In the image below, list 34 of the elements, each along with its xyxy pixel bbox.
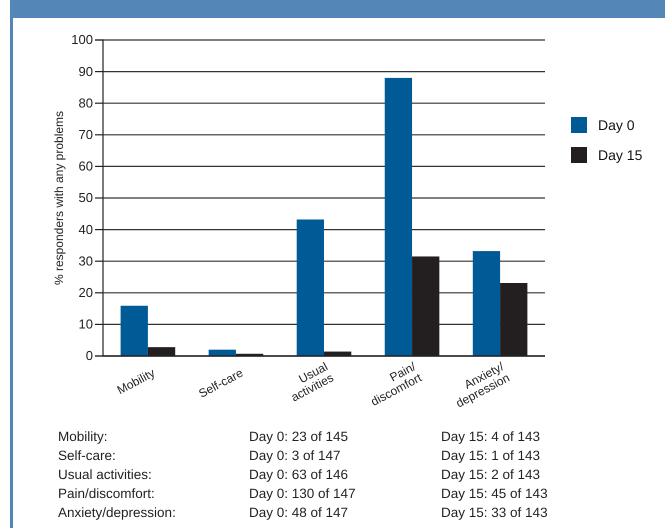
bar <box>472 251 500 356</box>
bar <box>296 219 324 356</box>
text: Day 15: 33 of 143 <box>441 505 548 520</box>
bar <box>120 306 148 356</box>
text: Day 15: 1 of 143 <box>441 448 540 463</box>
y-tick-label: 30 <box>78 253 93 268</box>
text: Pain/discomfort: <box>58 486 155 501</box>
bar <box>384 78 412 356</box>
y-tick-label: 10 <box>78 316 93 332</box>
y-axis-title: % responders with any problems <box>52 110 66 286</box>
text: Usual activities: <box>58 467 152 482</box>
y-tick-label: 0 <box>86 348 93 364</box>
y-tick-label: 40 <box>78 222 93 237</box>
y-tick-label: 60 <box>78 158 93 174</box>
text: Day 0: 48 of 147 <box>249 505 348 520</box>
y-tick-label: 90 <box>78 64 93 79</box>
text: Day 15: 4 of 143 <box>441 429 540 444</box>
text: Self-care: <box>58 448 116 463</box>
text: Day 15: 2 of 143 <box>441 467 540 482</box>
y-tick-label: 50 <box>78 190 93 206</box>
legend-label: Day 0 <box>598 117 635 133</box>
y-tick-label: 80 <box>78 95 93 110</box>
text: Day 0: 63 of 146 <box>249 467 348 482</box>
bar <box>208 350 236 356</box>
legend-label: Day 15 <box>598 147 643 163</box>
text: Day 15: 45 of 143 <box>441 486 548 501</box>
text: Day 0: 130 of 147 <box>249 486 356 501</box>
text: Day 0: 3 of 147 <box>249 448 341 463</box>
y-tick-label: 70 <box>78 126 93 142</box>
y-tick-label: 100 <box>71 32 93 48</box>
text: Day 0: 23 of 145 <box>249 429 348 444</box>
text: Anxiety/depression: <box>58 505 176 520</box>
y-tick-label: 20 <box>78 284 93 300</box>
text: Mobility: <box>58 429 108 444</box>
